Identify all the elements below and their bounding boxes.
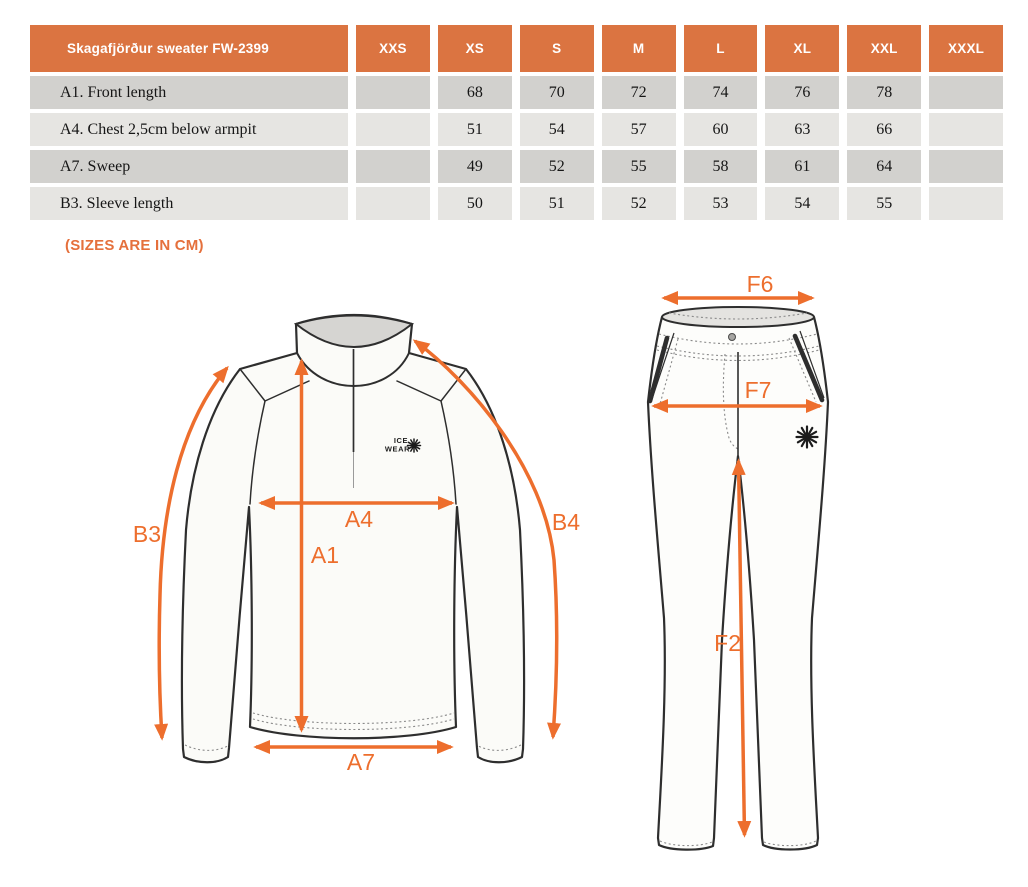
header-cell-s: S (519, 25, 594, 72)
label-f6: F6 (747, 271, 774, 297)
table-cell: 54 (765, 187, 840, 220)
size-table: Skagafjörður sweater FW-2399 XXS XS S M … (30, 25, 1003, 220)
table-cell: 49 (437, 150, 512, 183)
table-cell: 53 (683, 187, 758, 220)
table-cell: 51 (519, 187, 594, 220)
row-label-chest: A4. Chest 2,5cm below armpit (30, 113, 348, 146)
table-cell: 70 (519, 76, 594, 109)
table-cell: 54 (519, 113, 594, 146)
header-cell-m: M (601, 25, 676, 72)
table-cell: 57 (601, 113, 676, 146)
arrow-f2-inseam (731, 458, 752, 838)
pants-diagram: F6 F7 F2 (646, 271, 830, 851)
table-title-cell: Skagafjörður sweater FW-2399 (30, 25, 348, 72)
label-f7: F7 (745, 377, 772, 403)
table-cell: 55 (601, 150, 676, 183)
table-cell (356, 113, 430, 146)
table-cell: 76 (765, 76, 840, 109)
sweater-diagram: ICE WEAR B3 A4 A1 B4 A7 (133, 313, 580, 775)
pocket-openings (647, 330, 825, 404)
table-cell: 68 (437, 76, 512, 109)
table-cell (929, 113, 1003, 146)
table-cell (929, 150, 1003, 183)
header-cell-l: L (683, 25, 758, 72)
table-cell: 66 (847, 113, 922, 146)
pants-snowflake-icon (795, 425, 819, 449)
waist-button (728, 333, 736, 341)
stitch-lines (184, 712, 522, 751)
table-cell: 52 (519, 150, 594, 183)
label-a4: A4 (345, 506, 373, 532)
waist-opening (661, 306, 815, 328)
header-cell-xxxl: XXXL (929, 25, 1003, 72)
collar-opening (293, 314, 415, 348)
table-cell: 55 (847, 187, 922, 220)
table-cell: 58 (683, 150, 758, 183)
arrow-b4-sleeve (412, 339, 562, 740)
table-cell: 61 (765, 150, 840, 183)
row-label-sleeve-length: B3. Sleeve length (30, 187, 348, 220)
label-b3: B3 (133, 521, 161, 547)
label-a1: A1 (311, 542, 339, 568)
logo-line1: ICE (394, 436, 408, 445)
table-cell (356, 76, 430, 109)
logo-line2: WEAR (385, 445, 410, 454)
table-cell (929, 187, 1003, 220)
header-cell-xs: XS (437, 25, 512, 72)
table-cell: 64 (847, 150, 922, 183)
header-cell-xxl: XXL (847, 25, 922, 72)
sizes-note: (SIZES ARE IN CM) (65, 237, 204, 254)
table-cell (356, 150, 430, 183)
table-cell: 72 (601, 76, 676, 109)
row-label-sweep: A7. Sweep (30, 150, 348, 183)
table-cell: 74 (683, 76, 758, 109)
arrow-b3-sleeve (154, 365, 229, 741)
table-cell (356, 187, 430, 220)
table-cell (929, 76, 1003, 109)
header-cell-xxs: XXS (356, 25, 430, 72)
label-b4: B4 (552, 509, 580, 535)
table-cell: 52 (601, 187, 676, 220)
table-cell: 78 (847, 76, 922, 109)
table-cell: 50 (437, 187, 512, 220)
table-cell: 60 (683, 113, 758, 146)
table-cell: 51 (437, 113, 512, 146)
header-cell-xl: XL (765, 25, 840, 72)
table-cell: 63 (765, 113, 840, 146)
label-f2: F2 (714, 630, 741, 656)
label-a7: A7 (347, 749, 375, 775)
row-label-front-length: A1. Front length (30, 76, 348, 109)
